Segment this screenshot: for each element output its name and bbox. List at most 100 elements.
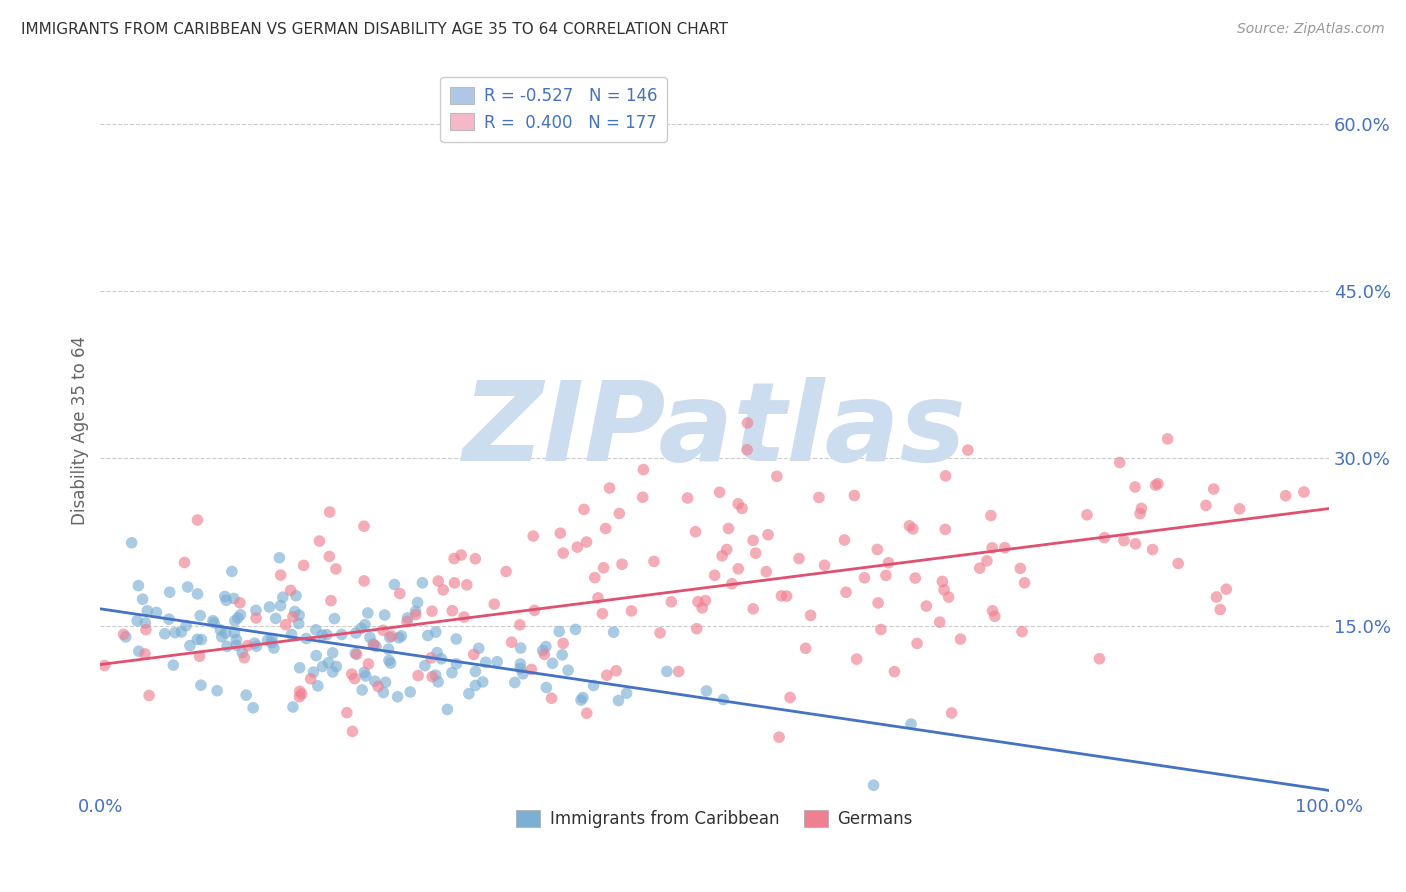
Point bbox=[928, 615, 950, 629]
Point bbox=[420, 670, 443, 684]
Point bbox=[495, 565, 517, 579]
Point bbox=[591, 607, 613, 621]
Point bbox=[450, 548, 472, 562]
Point bbox=[225, 638, 247, 652]
Point bbox=[1014, 575, 1036, 590]
Point bbox=[427, 574, 450, 588]
Point bbox=[935, 468, 957, 483]
Point bbox=[229, 596, 252, 610]
Point bbox=[325, 562, 347, 576]
Point bbox=[1156, 432, 1178, 446]
Point bbox=[170, 624, 193, 639]
Point bbox=[735, 442, 758, 457]
Point bbox=[405, 604, 427, 618]
Point bbox=[114, 630, 136, 644]
Point bbox=[1123, 480, 1146, 494]
Point bbox=[464, 551, 486, 566]
Point bbox=[405, 607, 427, 622]
Point bbox=[915, 599, 938, 613]
Point bbox=[323, 611, 346, 625]
Point bbox=[259, 599, 281, 614]
Point bbox=[607, 693, 630, 707]
Point bbox=[205, 683, 228, 698]
Point bbox=[340, 667, 363, 681]
Point bbox=[430, 652, 453, 666]
Point bbox=[235, 688, 257, 702]
Point bbox=[131, 592, 153, 607]
Point bbox=[727, 562, 749, 576]
Point bbox=[374, 675, 396, 690]
Point bbox=[716, 542, 738, 557]
Point bbox=[202, 615, 225, 630]
Point bbox=[592, 561, 614, 575]
Point bbox=[364, 674, 387, 689]
Point bbox=[325, 659, 347, 673]
Point bbox=[540, 691, 562, 706]
Point bbox=[572, 502, 595, 516]
Point bbox=[595, 521, 617, 535]
Point bbox=[900, 717, 922, 731]
Text: IMMIGRANTS FROM CARIBBEAN VS GERMAN DISABILITY AGE 35 TO 64 CORRELATION CHART: IMMIGRANTS FROM CARIBBEAN VS GERMAN DISA… bbox=[21, 22, 728, 37]
Point bbox=[1125, 537, 1147, 551]
Point bbox=[381, 629, 404, 643]
Point bbox=[557, 663, 579, 677]
Point bbox=[711, 549, 734, 563]
Point bbox=[353, 519, 375, 533]
Point bbox=[288, 690, 311, 704]
Point bbox=[685, 524, 707, 539]
Point bbox=[1205, 590, 1227, 604]
Point bbox=[330, 627, 353, 641]
Point bbox=[162, 658, 184, 673]
Point bbox=[134, 615, 156, 630]
Point bbox=[744, 546, 766, 560]
Point bbox=[607, 507, 630, 521]
Point bbox=[1088, 652, 1111, 666]
Point bbox=[363, 637, 385, 651]
Point bbox=[209, 623, 232, 637]
Point bbox=[583, 571, 606, 585]
Point bbox=[1130, 501, 1153, 516]
Point bbox=[214, 590, 236, 604]
Point bbox=[727, 497, 749, 511]
Point bbox=[135, 623, 157, 637]
Point bbox=[315, 628, 337, 642]
Point bbox=[807, 491, 830, 505]
Point bbox=[299, 672, 322, 686]
Point bbox=[468, 641, 491, 656]
Point bbox=[173, 556, 195, 570]
Point bbox=[391, 629, 413, 643]
Point bbox=[533, 648, 555, 662]
Point bbox=[1202, 482, 1225, 496]
Point bbox=[378, 631, 401, 645]
Point bbox=[432, 582, 454, 597]
Point bbox=[602, 625, 624, 640]
Point bbox=[569, 693, 592, 707]
Point bbox=[380, 656, 402, 670]
Point bbox=[231, 646, 253, 660]
Point bbox=[456, 578, 478, 592]
Point bbox=[121, 535, 143, 549]
Point bbox=[834, 533, 856, 547]
Point bbox=[605, 664, 627, 678]
Point bbox=[413, 658, 436, 673]
Point bbox=[387, 690, 409, 704]
Point bbox=[509, 640, 531, 655]
Point bbox=[245, 603, 267, 617]
Point bbox=[695, 684, 717, 698]
Point bbox=[138, 689, 160, 703]
Point bbox=[572, 690, 595, 705]
Point bbox=[269, 550, 291, 565]
Point bbox=[93, 658, 115, 673]
Point bbox=[453, 610, 475, 624]
Point bbox=[353, 574, 375, 588]
Point bbox=[686, 595, 709, 609]
Point bbox=[956, 443, 979, 458]
Point bbox=[225, 632, 247, 647]
Point bbox=[364, 640, 387, 654]
Point bbox=[226, 611, 249, 625]
Point bbox=[354, 669, 377, 683]
Point bbox=[503, 675, 526, 690]
Point bbox=[905, 636, 928, 650]
Point bbox=[284, 605, 307, 619]
Point bbox=[870, 623, 893, 637]
